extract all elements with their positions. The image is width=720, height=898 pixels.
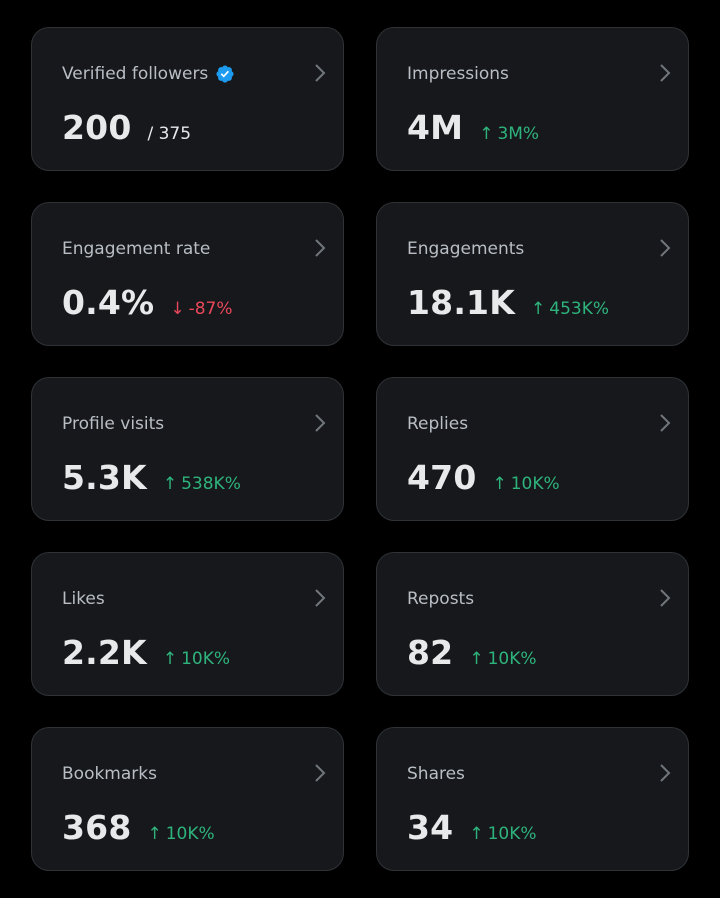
- chevron-right-icon: [660, 764, 671, 782]
- arrow-up-icon: ↑: [469, 824, 484, 844]
- stat-label-wrap: Impressions: [407, 64, 509, 84]
- chevron-right-icon: [660, 414, 671, 432]
- stat-value-row: 18.1K ↑ 453K%: [407, 283, 609, 322]
- stat-delta: ↑ 10K%: [163, 649, 230, 669]
- stat-label-wrap: Replies: [407, 414, 468, 434]
- stat-card-likes[interactable]: Likes 2.2K ↑ 10K%: [31, 552, 344, 696]
- stat-delta: ↑ 10K%: [492, 474, 559, 494]
- arrow-up-icon: ↑: [492, 474, 507, 494]
- stat-label: Reposts: [407, 589, 475, 609]
- stat-label-wrap: Reposts: [407, 589, 474, 609]
- stat-value: 368: [62, 808, 132, 847]
- verified-badge-icon: [216, 65, 234, 83]
- chevron-right-icon: [315, 764, 326, 782]
- stats-grid: Verified followers 200 / 375 Impressions…: [31, 27, 689, 871]
- arrow-down-icon: ↓: [170, 299, 185, 319]
- stat-label: Profile visits: [62, 414, 165, 434]
- stat-card-engagements[interactable]: Engagements 18.1K ↑ 453K%: [376, 202, 689, 346]
- stat-value-row: 470 ↑ 10K%: [407, 458, 560, 497]
- arrow-up-icon: ↑: [469, 649, 484, 669]
- stat-value: 82: [407, 633, 454, 672]
- stat-label: Shares: [407, 764, 465, 784]
- arrow-up-icon: ↑: [162, 649, 178, 669]
- chevron-right-icon: [315, 64, 326, 82]
- chevron-right-icon: [660, 239, 671, 257]
- chevron-right-icon: [315, 589, 326, 607]
- stat-value-row: 4M ↑ 3M%: [407, 108, 539, 147]
- stat-delta: ↑ 10K%: [469, 649, 536, 669]
- stat-value: 2.2K: [62, 633, 147, 672]
- stat-delta-value: 10K%: [181, 649, 231, 669]
- stat-delta-value: 3M%: [497, 124, 540, 144]
- stat-delta: ↑ 10K%: [469, 824, 536, 844]
- stat-label-wrap: Profile visits: [62, 414, 164, 434]
- stat-label: Bookmarks: [62, 764, 157, 784]
- chevron-right-icon: [660, 589, 671, 607]
- stat-card-reposts[interactable]: Reposts 82 ↑ 10K%: [376, 552, 689, 696]
- stat-card-bookmarks[interactable]: Bookmarks 368 ↑ 10K%: [31, 727, 344, 871]
- stat-card-impressions[interactable]: Impressions 4M ↑ 3M%: [376, 27, 689, 171]
- stat-label: Engagement rate: [62, 239, 211, 259]
- stat-label-wrap: Engagements: [407, 239, 524, 259]
- stat-delta-value: 10K%: [165, 824, 215, 844]
- stat-delta-value: 10K%: [510, 474, 560, 494]
- stat-delta-value: 10K%: [487, 649, 537, 669]
- stat-value-row: 200 / 375: [62, 108, 191, 147]
- stat-label: Engagements: [407, 239, 525, 259]
- stat-label: Verified followers: [62, 64, 209, 84]
- arrow-up-icon: ↑: [147, 824, 162, 844]
- arrow-up-icon: ↑: [162, 474, 178, 494]
- stat-delta: ↑ 453K%: [531, 299, 609, 319]
- stat-card-engagement-rate[interactable]: Engagement rate 0.4% ↓ -87%: [31, 202, 344, 346]
- chevron-right-icon: [660, 64, 671, 82]
- stat-value: 470: [407, 458, 477, 497]
- stat-value: 4M: [407, 108, 464, 147]
- stat-total: / 375: [147, 124, 192, 144]
- stat-value: 34: [407, 808, 454, 847]
- stat-value: 200: [62, 108, 132, 147]
- stat-delta-value: -87%: [188, 299, 233, 319]
- stat-label-wrap: Bookmarks: [62, 764, 157, 784]
- arrow-up-icon: ↑: [479, 124, 494, 144]
- stat-label-wrap: Engagement rate: [62, 239, 210, 259]
- stat-label: Replies: [407, 414, 469, 434]
- stat-value: 0.4%: [62, 283, 155, 322]
- stat-label: Impressions: [407, 64, 509, 84]
- stat-value: 18.1K: [407, 283, 515, 322]
- stat-value-row: 368 ↑ 10K%: [62, 808, 215, 847]
- stat-delta: ↑ 538K%: [163, 474, 241, 494]
- stat-delta-value: 538K%: [181, 474, 241, 494]
- stat-card-profile-visits[interactable]: Profile visits 5.3K ↑ 538K%: [31, 377, 344, 521]
- stat-value-row: 82 ↑ 10K%: [407, 633, 537, 672]
- stat-value-row: 2.2K ↑ 10K%: [62, 633, 230, 672]
- stat-delta-value: 453K%: [549, 299, 609, 319]
- stat-card-verified-followers[interactable]: Verified followers 200 / 375: [31, 27, 344, 171]
- stat-delta-value: 10K%: [487, 824, 537, 844]
- arrow-up-icon: ↑: [531, 299, 546, 319]
- stat-card-replies[interactable]: Replies 470 ↑ 10K%: [376, 377, 689, 521]
- stat-delta: ↑ 3M%: [479, 124, 539, 144]
- stat-delta: ↓ -87%: [170, 299, 232, 319]
- stat-label-wrap: Verified followers: [62, 64, 235, 84]
- stat-value-row: 5.3K ↑ 538K%: [62, 458, 241, 497]
- chevron-right-icon: [315, 414, 326, 432]
- stat-value-row: 34 ↑ 10K%: [407, 808, 537, 847]
- stat-value: 5.3K: [62, 458, 147, 497]
- stat-label: Likes: [62, 589, 105, 609]
- chevron-right-icon: [315, 239, 326, 257]
- stat-card-shares[interactable]: Shares 34 ↑ 10K%: [376, 727, 689, 871]
- stat-value-row: 0.4% ↓ -87%: [62, 283, 233, 322]
- stat-label-wrap: Shares: [407, 764, 465, 784]
- stat-label-wrap: Likes: [62, 589, 105, 609]
- stat-delta: ↑ 10K%: [147, 824, 214, 844]
